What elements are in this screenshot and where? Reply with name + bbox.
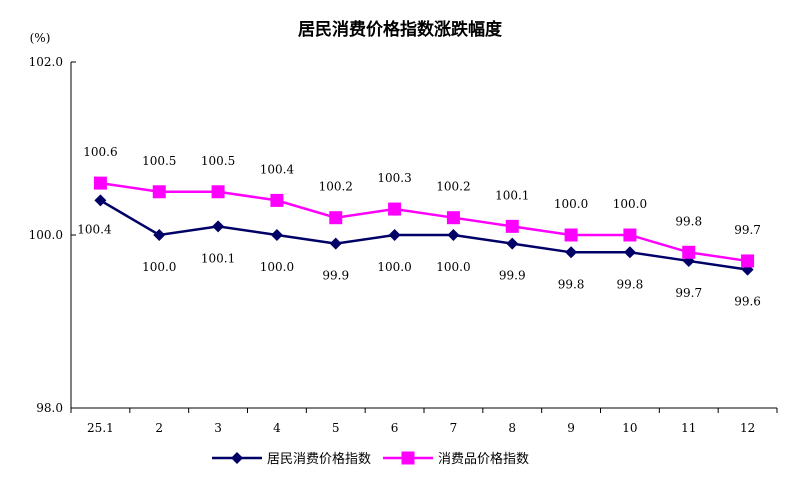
data-label: 100.0 (377, 260, 411, 274)
data-point-square (270, 193, 284, 207)
x-tick-label: 25.1 (87, 421, 114, 435)
data-label: 99.8 (617, 277, 644, 291)
y-unit-label: (%) (30, 31, 51, 45)
data-label: 100.2 (319, 180, 353, 194)
data-point-diamond (565, 246, 578, 259)
data-point-diamond (94, 194, 107, 207)
x-tick-label: 11 (681, 421, 696, 435)
y-tick-label: 100.0 (29, 228, 63, 242)
data-label: 100.1 (495, 188, 529, 202)
data-point-diamond (506, 237, 519, 250)
x-tick-label: 5 (332, 421, 340, 435)
data-point-square (93, 176, 107, 190)
data-label: 100.0 (436, 260, 470, 274)
data-label: 99.9 (499, 269, 526, 283)
data-point-diamond (153, 229, 166, 241)
data-label: 99.7 (734, 223, 761, 237)
data-label: 100.1 (201, 251, 235, 265)
data-point-diamond (212, 220, 225, 233)
x-tick-label: 7 (450, 421, 458, 435)
data-label: 100.2 (436, 180, 470, 194)
data-label: 100.0 (260, 260, 294, 274)
data-point-diamond (623, 246, 636, 259)
data-point-square (623, 228, 637, 242)
x-tick-label: 3 (214, 421, 222, 435)
x-tick-label: 6 (391, 421, 399, 435)
data-label: 99.6 (734, 295, 761, 309)
y-tick-label: 102.0 (29, 55, 63, 69)
x-tick-label: 10 (622, 421, 637, 435)
legend-label: 消费品价格指数 (438, 451, 529, 467)
data-point-square (446, 211, 460, 225)
series-1: 100.4 100.0 100.1 100.0 99.9 100.0 100.0 99.9 99… (77, 194, 761, 309)
series-line (100, 181, 748, 263)
legend-label: 居民消费价格指数 (267, 451, 371, 467)
data-label: 99.8 (558, 277, 585, 291)
data-label: 100.3 (377, 171, 411, 185)
data-point-square (505, 219, 519, 233)
series-line (99, 199, 748, 271)
data-label: 100.0 (554, 197, 588, 211)
series-2: 100.6 100.5 100.5 100.4 100.2 100.3 100.2 100.1… (83, 145, 761, 268)
data-label: 100.5 (142, 154, 176, 168)
data-label: 100.0 (142, 260, 176, 274)
data-point-diamond (388, 229, 401, 241)
data-label: 100.5 (201, 154, 235, 168)
data-point-diamond (447, 229, 460, 241)
chart-title: 居民消费价格指数涨跌幅度 (298, 19, 503, 40)
data-point-square (388, 202, 402, 216)
x-tick-label: 2 (155, 421, 163, 435)
legend-marker-square (401, 451, 415, 465)
data-label: 100.6 (83, 145, 117, 159)
x-tick-label: 9 (567, 421, 575, 435)
data-point-square (211, 185, 225, 199)
data-label: 100.4 (260, 162, 295, 176)
data-point-square (741, 254, 755, 268)
data-point-diamond (329, 237, 342, 250)
data-label: 100.4 (77, 222, 112, 236)
data-point-square (564, 228, 578, 242)
data-point-square (152, 185, 166, 199)
y-tick-label: 98.0 (36, 401, 63, 415)
data-label: 99.8 (675, 214, 702, 228)
data-point-diamond (270, 229, 283, 241)
x-tick-label: 4 (273, 421, 281, 435)
x-tick-label: 8 (508, 421, 516, 435)
data-point-square (682, 245, 696, 259)
data-label: 99.7 (675, 286, 702, 300)
data-label: 99.9 (322, 269, 349, 283)
data-label: 100.0 (613, 197, 647, 211)
x-tick-label: 12 (740, 421, 755, 435)
data-point-square (329, 211, 343, 225)
legend-marker-diamond (231, 452, 243, 464)
